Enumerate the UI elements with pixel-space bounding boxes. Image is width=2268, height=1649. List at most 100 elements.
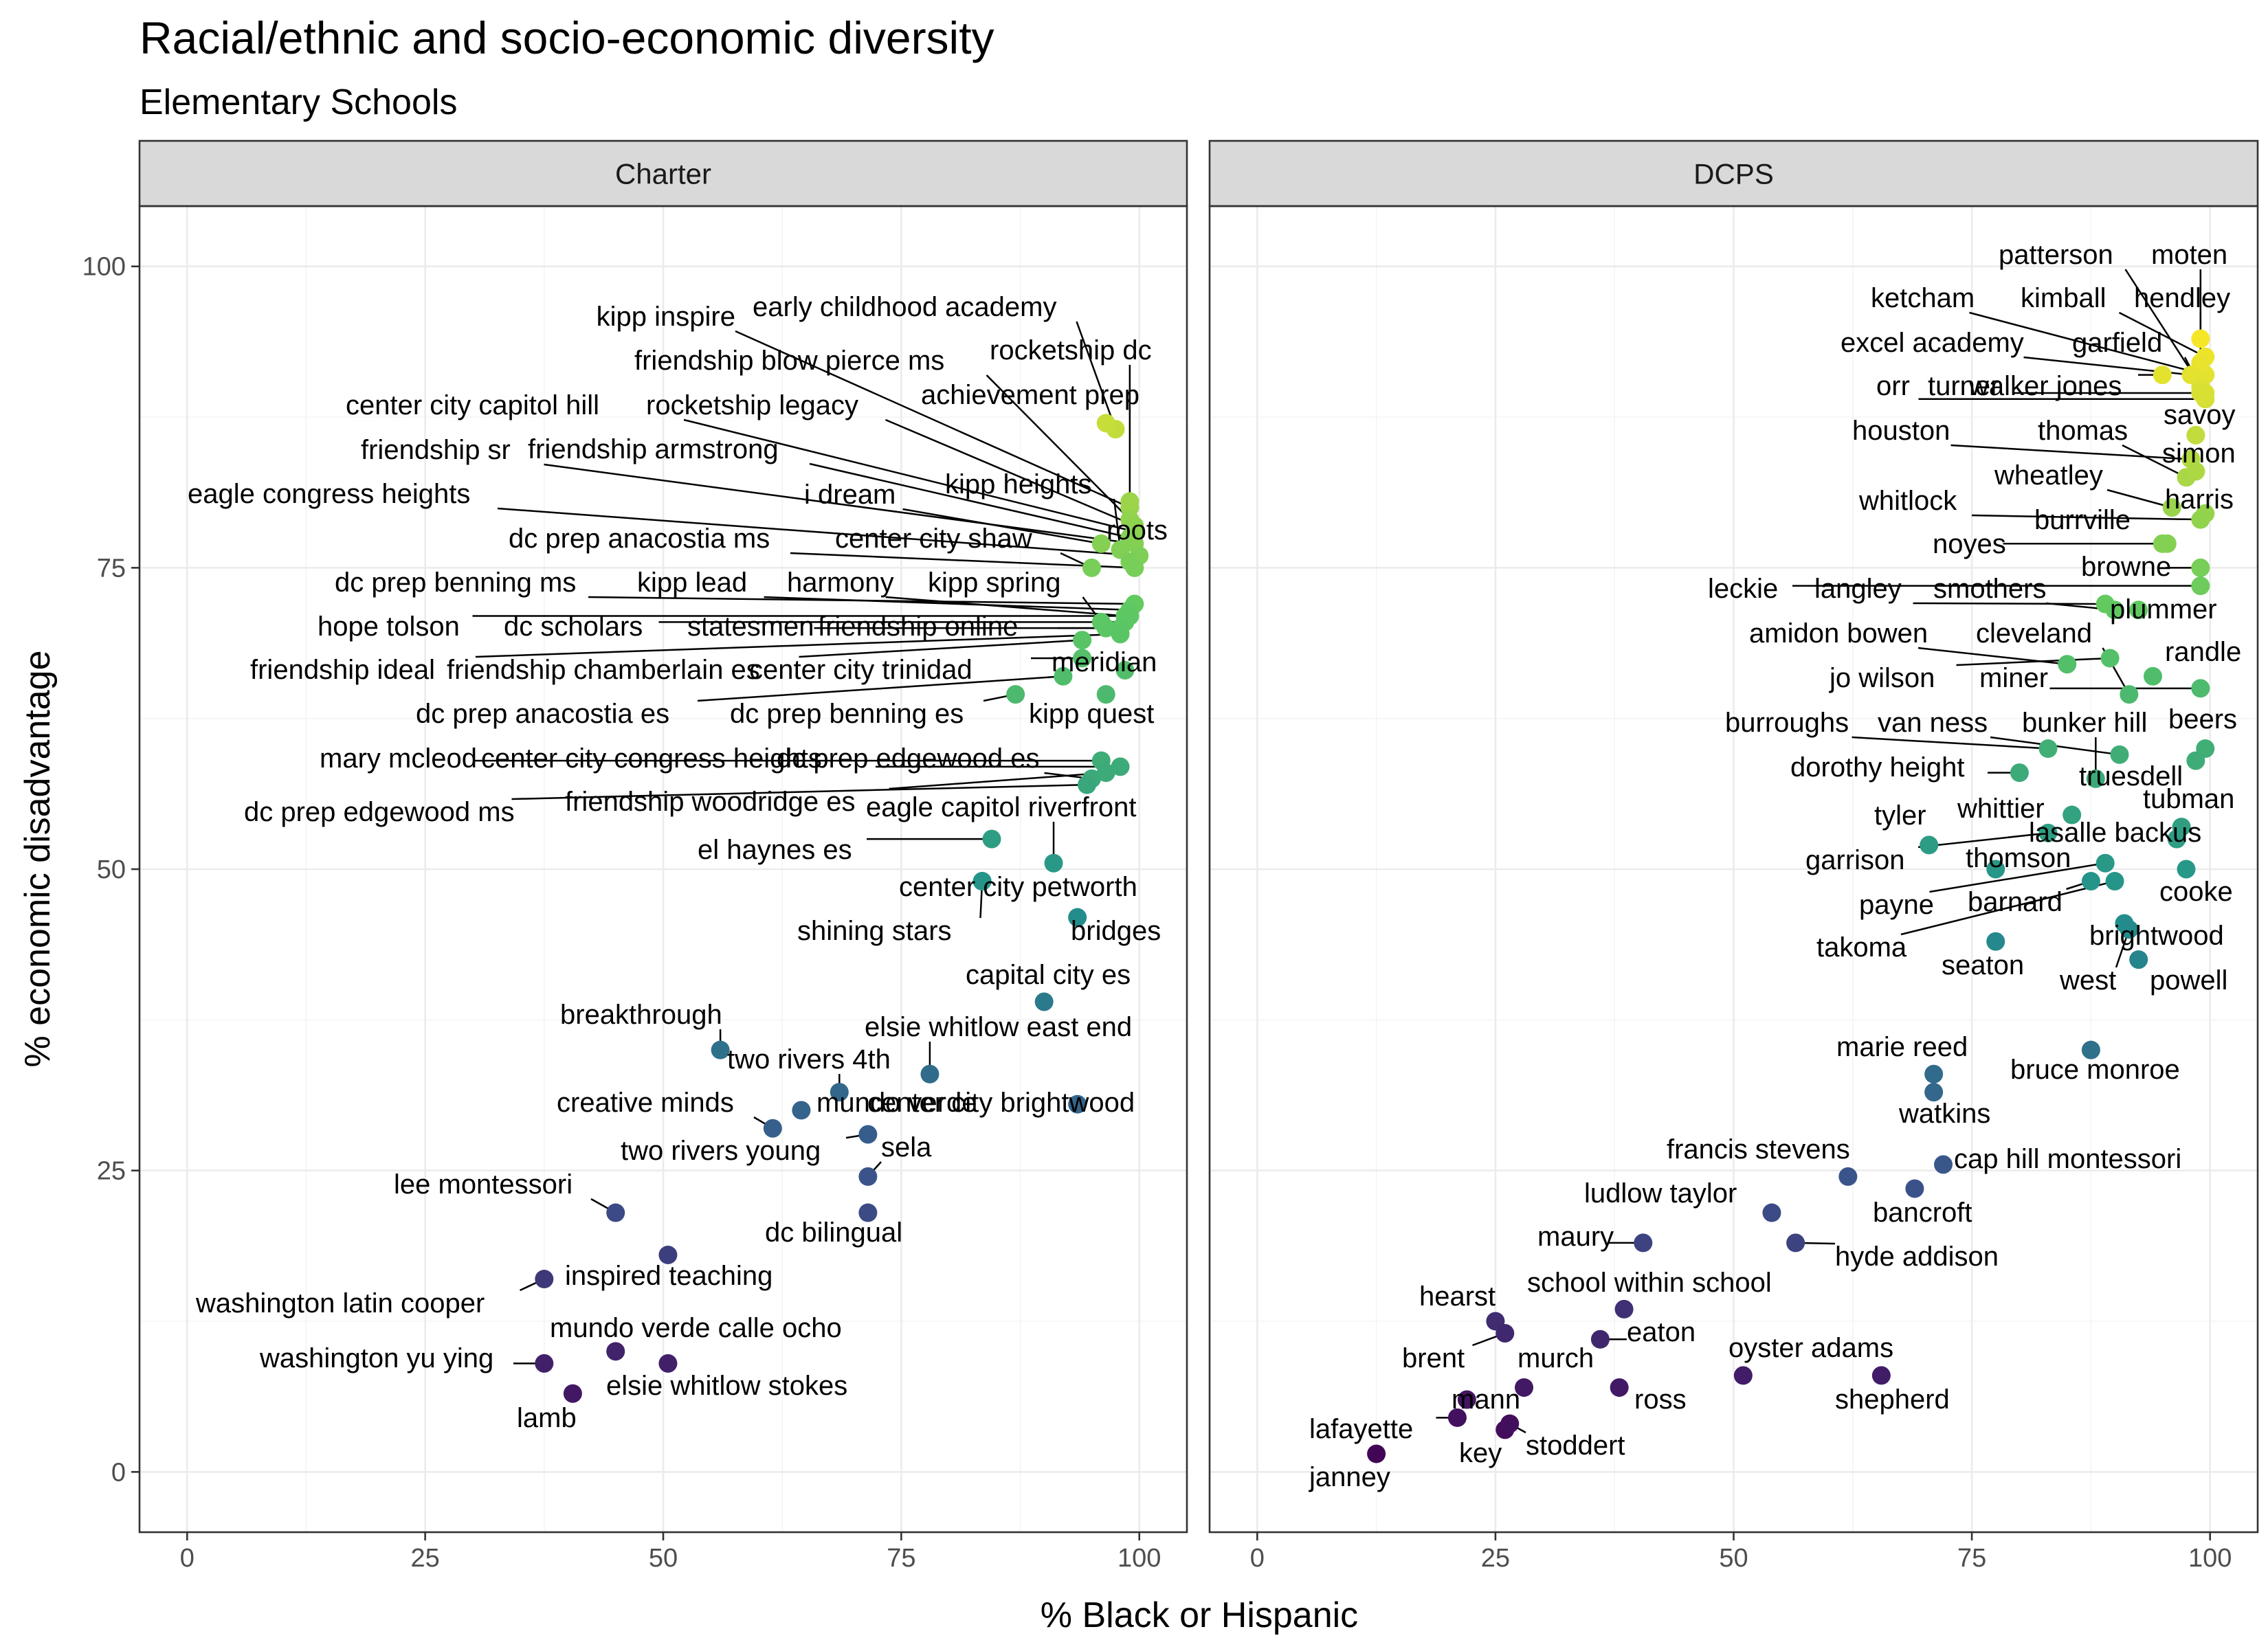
scatter-point bbox=[2191, 329, 2210, 348]
point-label: bruce monroe bbox=[2010, 1055, 2180, 1085]
label-leader-line bbox=[790, 552, 1135, 569]
scatter-point bbox=[535, 1270, 554, 1289]
point-label: center city congress heights bbox=[481, 743, 822, 774]
point-label: center city shaw bbox=[835, 524, 1032, 554]
scatter-point bbox=[2186, 425, 2205, 445]
scatter-point bbox=[1096, 685, 1115, 704]
scatter-point bbox=[2162, 498, 2181, 517]
point-label: creative minds bbox=[557, 1088, 734, 1118]
facet-strip-dcps bbox=[1208, 139, 2259, 207]
scatter-point bbox=[1096, 414, 1115, 433]
point-label: kipp inspire bbox=[597, 302, 735, 332]
scatter-point bbox=[1367, 1444, 1386, 1463]
scatter-point bbox=[858, 1125, 878, 1144]
point-label: harmony bbox=[787, 568, 894, 598]
point-labels: kipp inspire early childhood academy frien… bbox=[188, 292, 1168, 1433]
label-leader-line bbox=[497, 507, 1139, 557]
point-label: two rivers 4th bbox=[727, 1044, 891, 1075]
point-label: lafayette bbox=[1309, 1414, 1413, 1444]
scatter-point bbox=[563, 1384, 582, 1403]
y-axis-title: % economic disadvantage bbox=[18, 650, 58, 1067]
point-label: dc prep edgewood ms bbox=[244, 797, 515, 827]
scatter-point bbox=[2129, 601, 2148, 620]
label-leader-line bbox=[1900, 880, 2115, 936]
label-leader-line bbox=[1076, 321, 1117, 430]
y-tick-label: 0 bbox=[111, 1458, 126, 1487]
point-label: bunker hill bbox=[2022, 708, 2147, 738]
y-tick-label: 50 bbox=[97, 855, 126, 884]
point-label: friendship armstrong bbox=[528, 434, 779, 464]
scatter-point bbox=[1924, 1083, 1944, 1102]
scatter-point bbox=[1986, 860, 2005, 879]
scatter-point bbox=[1078, 775, 1097, 794]
point-label: mundo verde bbox=[816, 1088, 977, 1118]
point-label: hendley bbox=[2134, 283, 2230, 313]
point-label: inspired teaching bbox=[565, 1261, 772, 1291]
scatter-point bbox=[2081, 1040, 2100, 1059]
scatter-point bbox=[2191, 383, 2210, 403]
point-label: eagle capitol riverfront bbox=[866, 792, 1137, 822]
scatter-point bbox=[1044, 853, 1063, 873]
x-tick-label: 0 bbox=[180, 1544, 194, 1573]
label-leader-line bbox=[885, 418, 1135, 527]
scatter-point bbox=[2153, 534, 2172, 553]
point-label: kipp quest bbox=[1029, 699, 1154, 729]
x-tick-label: 100 bbox=[2188, 1544, 2232, 1573]
point-label: ross bbox=[1634, 1384, 1687, 1415]
point-label: miner bbox=[1979, 663, 2048, 693]
label-leader-line bbox=[511, 783, 1087, 800]
scatter-point bbox=[1447, 1408, 1467, 1427]
scatter-point bbox=[1986, 932, 2005, 951]
point-label: center city trinidad bbox=[749, 655, 972, 685]
x-tick-label: 100 bbox=[1118, 1544, 1161, 1573]
x-tick-label: 25 bbox=[1481, 1544, 1510, 1573]
point-label: roots bbox=[1107, 515, 1168, 546]
point-label: jo wilson bbox=[1829, 663, 1935, 693]
scatter-point bbox=[2129, 950, 2148, 969]
scatter-point bbox=[2191, 510, 2210, 529]
scatter-point bbox=[1838, 1167, 1858, 1186]
scatter-point bbox=[1786, 1233, 1805, 1253]
point-label: elsie whitlow east end bbox=[865, 1012, 1132, 1042]
point-label: tyler bbox=[1874, 800, 1926, 831]
point-label: mann bbox=[1452, 1384, 1520, 1415]
point-label: hearst bbox=[1419, 1281, 1496, 1312]
scatter-point bbox=[1111, 625, 1130, 644]
label-leader-line bbox=[475, 633, 1121, 658]
scatter-point bbox=[2010, 763, 2029, 783]
scatter-point bbox=[1111, 757, 1130, 776]
point-label: noyes bbox=[1933, 529, 2006, 559]
point-label: whitlock bbox=[1858, 486, 1957, 516]
point-label: moten bbox=[2151, 240, 2227, 270]
y-tick-label: 100 bbox=[82, 253, 126, 282]
leader-lines bbox=[1436, 269, 2206, 1434]
scatter-point bbox=[2186, 751, 2205, 770]
scatter-point bbox=[1096, 763, 1115, 783]
point-label: thomson bbox=[1966, 843, 2071, 873]
scatter-point bbox=[1034, 992, 1054, 1011]
scatter-point bbox=[2063, 805, 2082, 824]
point-label: browne bbox=[2081, 552, 2171, 582]
point-label: maury bbox=[1537, 1222, 1614, 1252]
scatter-point bbox=[1934, 1155, 1953, 1174]
point-label: dc bilingual bbox=[765, 1218, 902, 1248]
point-label: dc prep anacostia es bbox=[416, 699, 669, 729]
label-leader-line bbox=[885, 596, 1126, 617]
point-label: francis stevens bbox=[1667, 1134, 1850, 1165]
point-label: friendship ideal bbox=[250, 655, 435, 685]
scatter-point bbox=[2120, 920, 2139, 939]
point-label: van ness bbox=[1878, 708, 1988, 738]
point-label: cooke bbox=[2159, 877, 2233, 907]
point-label: kimball bbox=[2021, 283, 2106, 313]
point-label: powell bbox=[2150, 965, 2227, 996]
point-label: eagle congress heights bbox=[188, 479, 470, 509]
point-label: bancroft bbox=[1873, 1198, 1972, 1228]
point-label: lee montessori bbox=[394, 1169, 572, 1200]
point-label: rocketship dc bbox=[990, 335, 1152, 366]
scatter-point bbox=[1068, 908, 1087, 927]
scatter-point bbox=[2038, 823, 2058, 842]
scatter-point bbox=[2058, 655, 2077, 674]
scatter-point bbox=[2105, 601, 2124, 620]
point-label: el haynes es bbox=[698, 835, 852, 865]
